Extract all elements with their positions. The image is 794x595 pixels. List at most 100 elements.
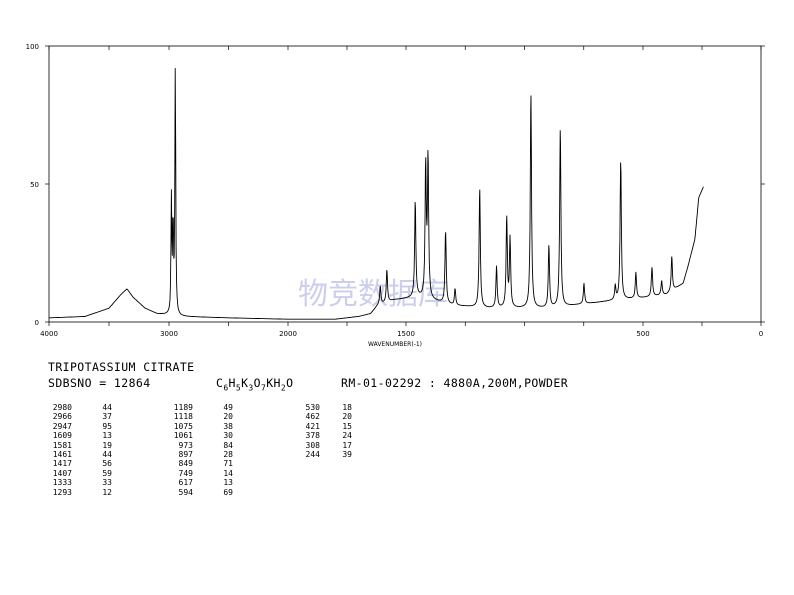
peak-wavenumber: 244 [305, 449, 320, 459]
peak-intensity: 56 [102, 459, 112, 469]
formula-subscript: 7 [260, 383, 267, 393]
peak-row: 530 18 [296, 403, 352, 412]
peak-row: 421 15 [296, 421, 352, 431]
peak-wavenumber: 1075 [173, 421, 193, 431]
peak-row: 1293 12 [48, 487, 112, 497]
peak-intensity: 71 [223, 459, 233, 469]
molecular-formula: C6H5K3O7KH2O [216, 376, 293, 392]
sdbs-number-label: SDBSNO = [48, 376, 107, 390]
peak-row: 1461 44 [48, 449, 112, 459]
peak-row: 1118 20 [169, 412, 233, 422]
peak-wavenumber: 308 [305, 440, 320, 450]
peak-intensity: 13 [223, 478, 233, 488]
peak-intensity: 44 [102, 449, 112, 459]
spectrum-line [48, 68, 704, 320]
peak-intensity: 33 [102, 478, 112, 488]
sdbs-number-row: SDBSNO = 12864 [48, 376, 151, 390]
peak-wavenumber: 462 [305, 412, 320, 422]
peak-intensity: 12 [102, 487, 112, 497]
tick-marks [45, 45, 765, 326]
peak-row: 462 20 [296, 412, 352, 422]
peak-row: 2980 44 [48, 403, 112, 412]
peak-intensity: 15 [342, 421, 352, 431]
peak-row: 2966 37 [48, 412, 112, 422]
peak-intensity: 38 [223, 421, 233, 431]
peak-wavenumber: 594 [178, 487, 193, 497]
x-tick-label: 3000 [160, 330, 178, 338]
peak-intensity: 18 [342, 403, 352, 412]
formula-subscript: 3 [248, 383, 254, 393]
x-tick-labels: 4000 3000 2000 1500 500 0 [40, 330, 763, 338]
peak-intensity: 84 [223, 440, 233, 450]
peak-intensity: 19 [102, 440, 112, 450]
x-tick-label: 4000 [40, 330, 58, 338]
x-tick-label: 0 [759, 330, 763, 338]
peak-row: 849 71 [169, 459, 233, 469]
peak-column: 2980 44 2966 37 2947 95 1609 13 1581 19 1461 44 1417… [48, 403, 112, 497]
y-tick-label: 100 [26, 43, 39, 51]
peak-intensity: 30 [223, 431, 233, 441]
peak-intensity: 24 [342, 431, 352, 441]
peak-row: 897 28 [169, 450, 233, 459]
formula-subscript: 2 [280, 383, 287, 393]
peak-wavenumber: 1417 [52, 459, 72, 469]
peak-wavenumber: 2966 [52, 412, 72, 422]
peak-row: 1417 56 [48, 459, 112, 469]
peak-row: 1333 33 [48, 478, 112, 488]
peak-wavenumber: 1118 [173, 412, 193, 422]
formula-text: C6H5K3O7KH2O [216, 376, 294, 393]
peak-wavenumber: 2980 [52, 403, 72, 412]
peak-wavenumber: 1293 [52, 487, 72, 497]
peak-row: 308 17 [296, 440, 352, 450]
peak-row: 973 84 [169, 440, 233, 450]
peak-row: 244 39 [296, 449, 352, 459]
watermark: 物竞数据库 [298, 277, 448, 312]
y-tick-label: 0 [35, 319, 39, 327]
peak-intensity: 13 [102, 431, 112, 441]
peak-row: 1407 59 [48, 468, 112, 478]
y-tick-label: 50 [30, 181, 39, 189]
peak-row: 594 69 [169, 487, 233, 497]
peak-wavenumber: 749 [178, 468, 193, 478]
peak-intensity: 17 [342, 440, 352, 450]
peak-wavenumber: 1333 [52, 478, 72, 488]
peak-intensity: 44 [102, 403, 112, 412]
peak-row: 617 13 [169, 478, 233, 488]
peak-wavenumber: 530 [305, 403, 320, 412]
peak-intensity: 39 [342, 449, 352, 459]
peak-row: 2947 95 [48, 421, 112, 431]
peak-intensity: 69 [223, 487, 233, 497]
peak-row: 1609 13 [48, 431, 112, 441]
peak-row: 1061 30 [169, 431, 233, 441]
peak-wavenumber: 2947 [52, 421, 72, 431]
peak-wavenumber: 1407 [52, 468, 72, 478]
peak-wavenumber: 617 [178, 478, 193, 488]
sdbs-number: 12864 [113, 376, 151, 390]
x-tick-label: 500 [636, 330, 649, 338]
peak-intensity: 20 [342, 412, 352, 422]
x-tick-label: 1500 [397, 330, 415, 338]
formula-subscript: 5 [235, 383, 242, 393]
peak-wavenumber: 421 [305, 421, 320, 431]
x-axis-label: WAVENUMBER(-1) [368, 341, 422, 348]
y-tick-labels: 100 50 0 [26, 43, 39, 327]
peak-wavenumber: 849 [178, 459, 193, 469]
peak-row: 1189 49 [169, 403, 233, 412]
peak-wavenumber: 973 [178, 440, 193, 450]
peak-wavenumber: 1461 [52, 449, 72, 459]
peak-row: 378 24 [296, 431, 352, 441]
peak-intensity: 49 [223, 403, 233, 412]
peak-row: 1075 38 [169, 421, 233, 431]
peak-intensity: 37 [102, 412, 112, 422]
peak-row: 1581 19 [48, 441, 112, 450]
peak-row: 749 14 [169, 468, 233, 478]
compound-name: TRIPOTASSIUM CITRATE [48, 360, 195, 374]
x-tick-label: 2000 [279, 330, 297, 338]
peak-intensity: 28 [223, 449, 233, 459]
peak-intensity: 95 [102, 421, 112, 431]
peak-wavenumber: 378 [305, 431, 320, 441]
peak-wavenumber: 1061 [173, 431, 193, 441]
peak-column: 1189 49 1118 20 1075 38 1061 30 973 84 897 28 849 71 7… [169, 403, 233, 497]
peak-wavenumber: 1609 [52, 431, 72, 441]
